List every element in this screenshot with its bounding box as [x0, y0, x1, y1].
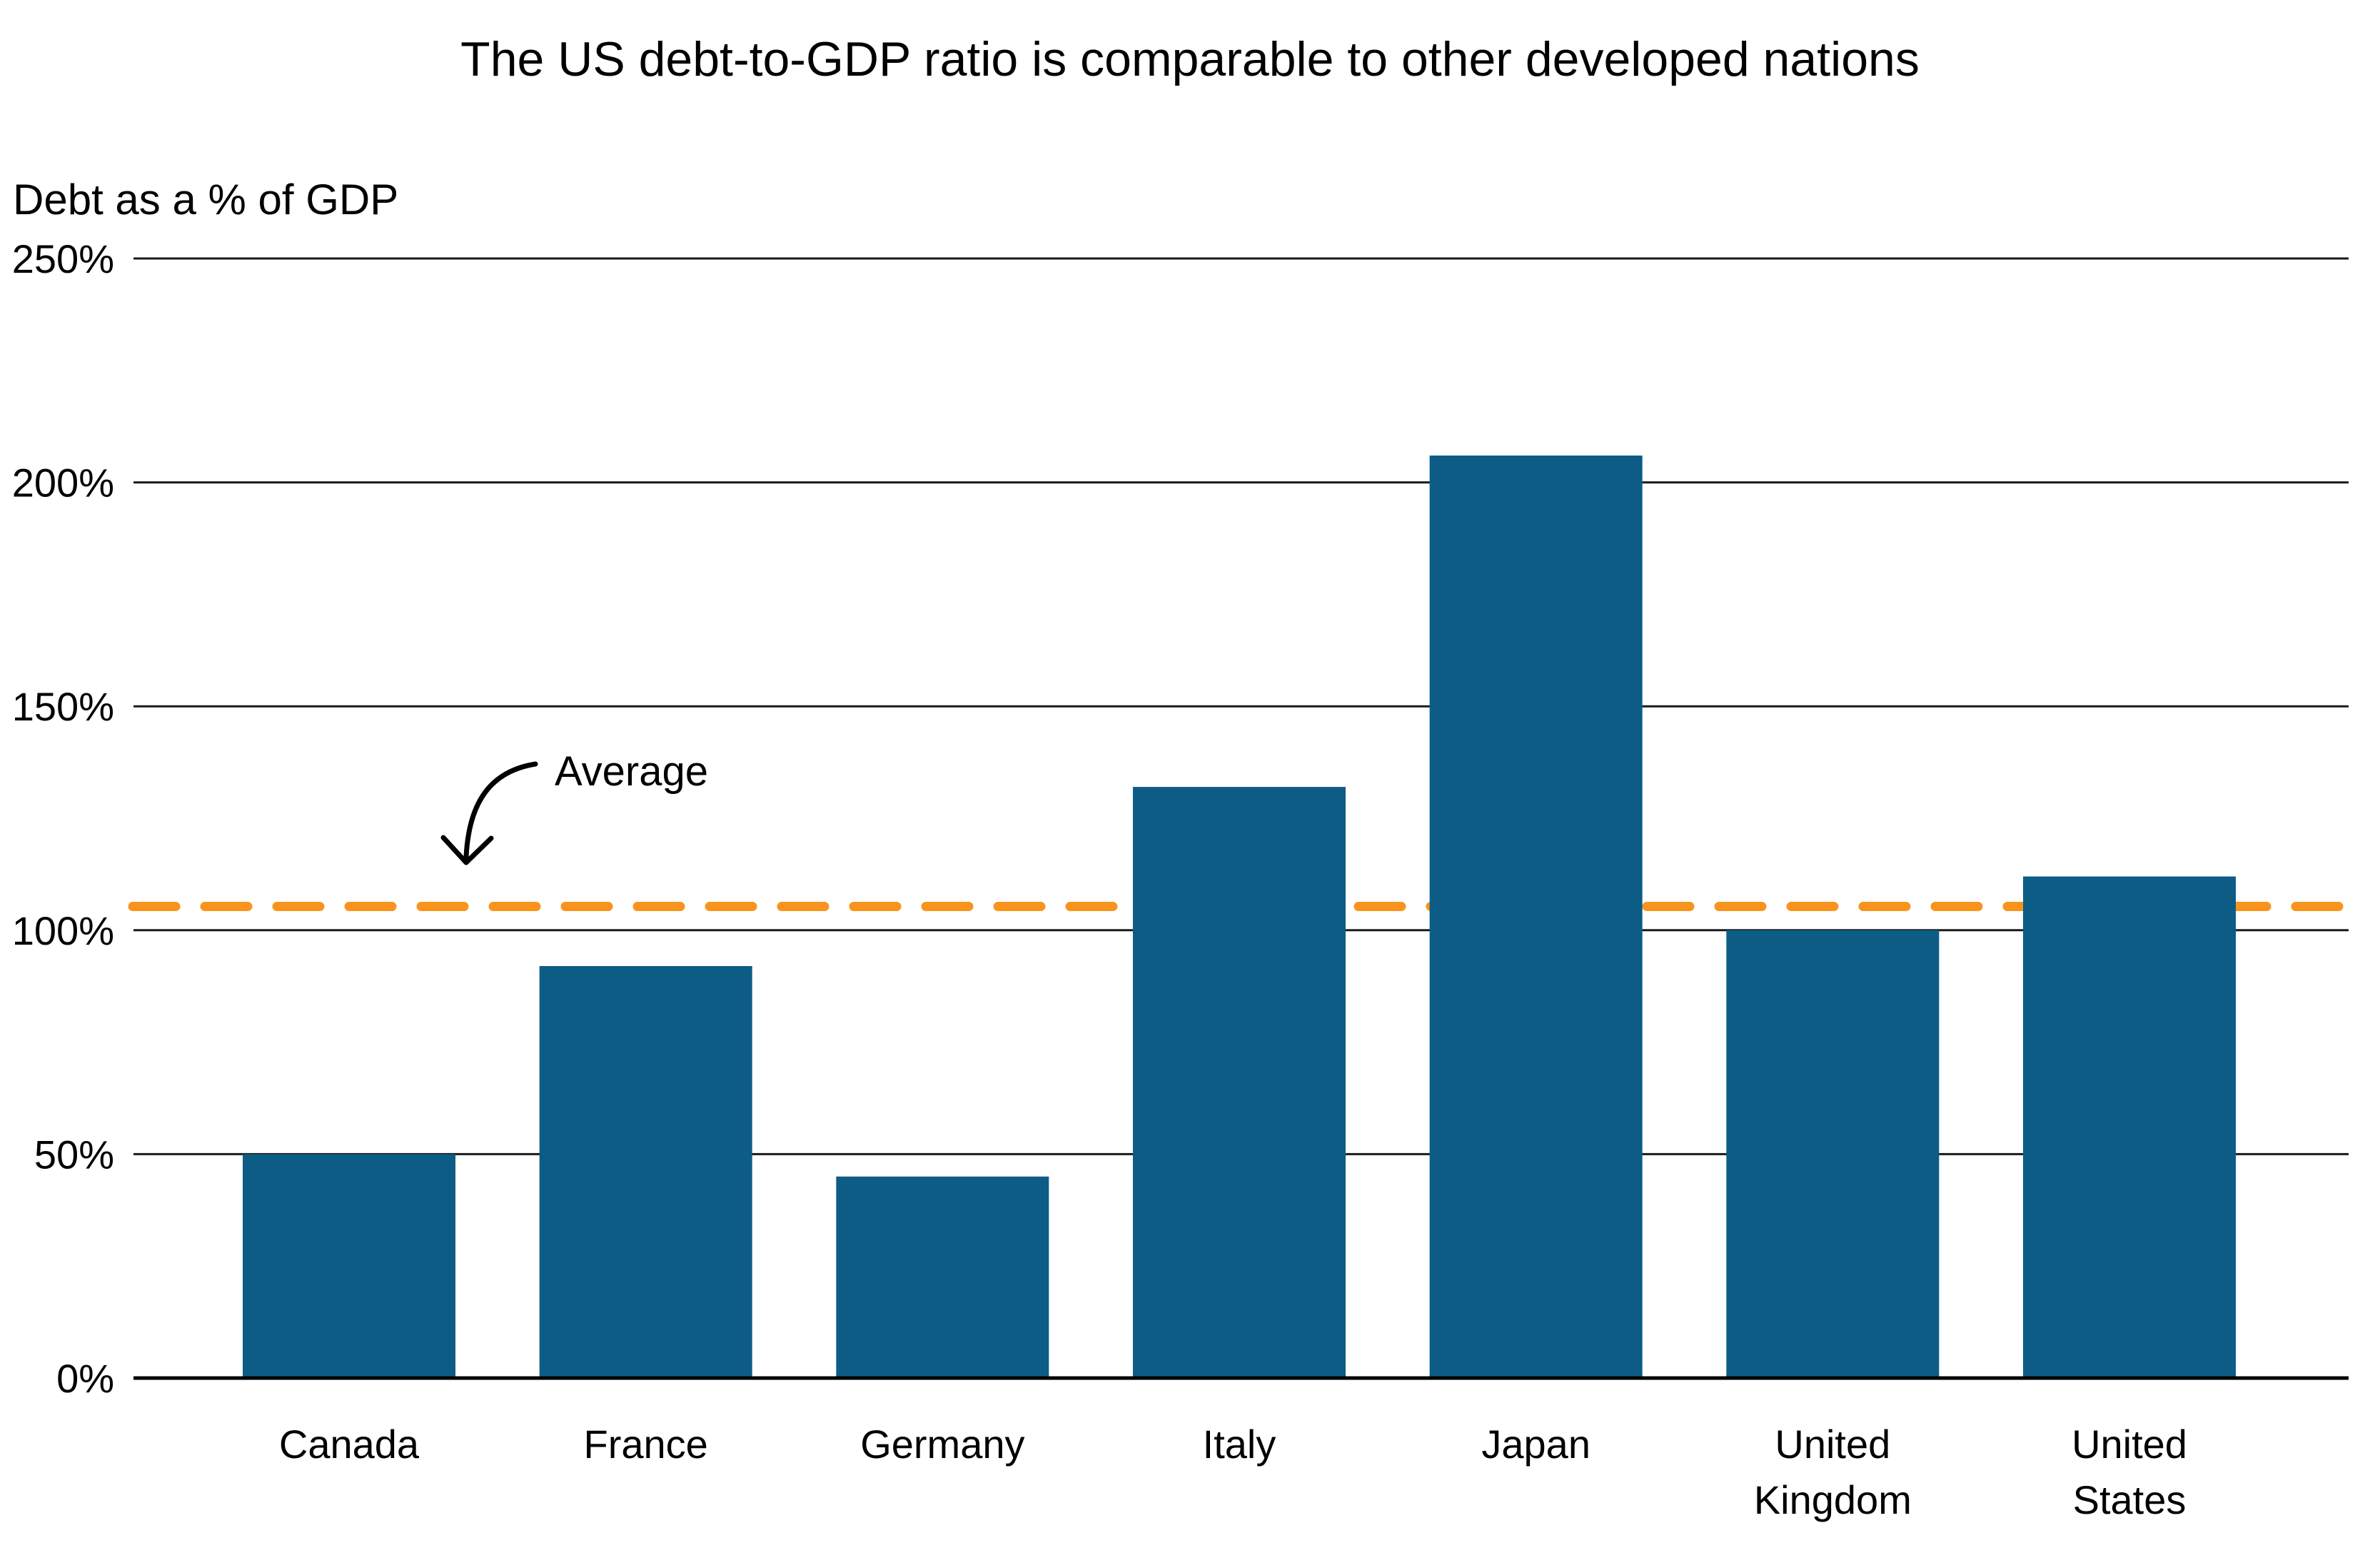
y-tick-label-150%: 150%: [12, 684, 114, 729]
y-tick-label-50%: 50%: [34, 1132, 114, 1177]
bar-italy: [1133, 787, 1346, 1379]
y-tick-label-0%: 0%: [56, 1356, 114, 1401]
y-axis-title: Debt as a % of GDP: [13, 176, 398, 223]
x-axis-label-united-kingdom-line1: United: [1775, 1422, 1890, 1467]
x-axis-label-japan-line1: Japan: [1481, 1422, 1590, 1467]
x-axis-label-germany-line1: Germany: [860, 1422, 1024, 1467]
average-annotation-arrow-curve: [463, 761, 538, 860]
labels-layer: 0% 50% 100% 150% 200% 250% Canada France Germany…: [12, 236, 2187, 1522]
bar-united-kingdom: [1726, 930, 1940, 1379]
bar-france: [539, 965, 752, 1379]
gridlines-layer: [133, 257, 2349, 1155]
x-axis-label-united-states-line1: United: [2072, 1422, 2187, 1467]
average-annotation: Average: [440, 748, 708, 865]
chart-title: The US debt-to-GDP ratio is comparable t…: [460, 32, 1920, 86]
x-axis-label-united-states-line2: States: [2073, 1477, 2187, 1522]
x-axis-label-united-kingdom-line2: Kingdom: [1754, 1477, 1912, 1522]
bar-japan: [1429, 455, 1643, 1379]
x-axis-label-france-line1: France: [584, 1422, 708, 1467]
bars-layer: [243, 455, 2237, 1379]
average-annotation-arrowhead: [440, 835, 494, 865]
y-tick-label-250%: 250%: [12, 236, 114, 281]
bar-germany: [836, 1176, 1049, 1379]
x-axis-label-italy-line1: Italy: [1203, 1422, 1276, 1467]
bar-canada: [243, 1154, 455, 1379]
x-axis-label-canada-line1: Canada: [279, 1422, 420, 1467]
bar-united-states: [2023, 876, 2237, 1379]
y-tick-label-200%: 200%: [12, 461, 114, 506]
average-annotation-label: Average: [555, 748, 708, 795]
y-tick-label-100%: 100%: [12, 908, 114, 953]
